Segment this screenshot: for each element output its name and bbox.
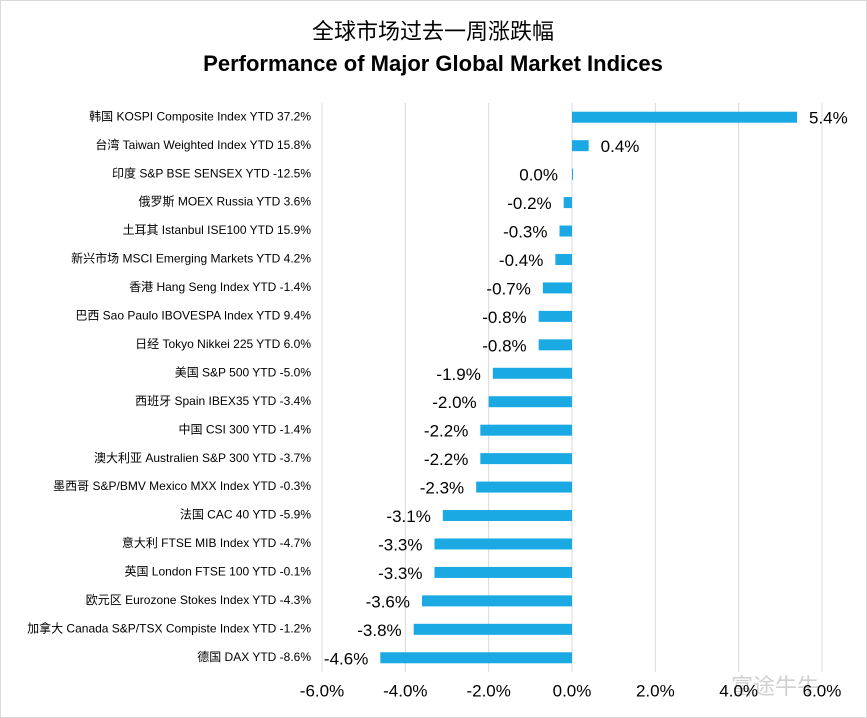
bar: [422, 595, 572, 607]
bar: [538, 339, 572, 351]
value-label: -3.1%: [386, 507, 430, 526]
y-tick-label: 韩国 KOSPI Composite Index YTD 37.2%: [89, 108, 311, 123]
y-tick-label: 新兴市场 MSCI Emerging Markets YTD 4.2%: [71, 251, 311, 266]
value-label: -2.3%: [420, 479, 464, 498]
chart-title: 全球市场过去一周涨跌幅: [312, 19, 554, 44]
value-label: -0.4%: [499, 251, 543, 270]
y-tick-label: 德国 DAX YTD -8.6%: [197, 649, 311, 664]
x-tick-label: 6.0%: [803, 681, 842, 700]
value-label: 0.4%: [601, 137, 640, 156]
value-label: -2.2%: [424, 422, 468, 441]
bar: [413, 623, 572, 635]
value-label: -0.8%: [482, 336, 526, 355]
value-label: -0.7%: [486, 279, 530, 298]
bar: [434, 538, 572, 550]
y-tick-label: 美国 S&P 500 YTD -5.0%: [175, 365, 312, 379]
x-tick-label: 2.0%: [636, 681, 675, 700]
y-tick-label: 台湾 Taiwan Weighted Index YTD 15.8%: [95, 137, 311, 152]
bar: [442, 510, 572, 522]
bar: [480, 424, 572, 436]
y-tick-label: 澳大利亚 Australien S&P 300 YTD -3.7%: [94, 451, 311, 465]
y-tick-label: 英国 London FTSE 100 YTD -0.1%: [124, 565, 311, 579]
chart-subtitle: Performance of Major Global Market Indic…: [203, 51, 663, 76]
bar: [542, 282, 572, 294]
x-tick-label: 0.0%: [553, 681, 592, 700]
y-tick-label: 印度 S&P BSE SENSEX YTD -12.5%: [112, 165, 311, 180]
watermark: 富途牛牛: [731, 674, 819, 699]
bar: [488, 396, 572, 408]
value-label: -0.2%: [507, 194, 551, 213]
y-tick-label: 土耳其 Istanbul ISE100 YTD 15.9%: [122, 223, 311, 237]
y-tick-label: 加拿大 Canada S&P/TSX Compiste Index YTD -1…: [27, 620, 311, 635]
x-tick-label: -6.0%: [300, 681, 344, 700]
bar: [572, 111, 797, 123]
value-label: 5.4%: [809, 109, 848, 128]
bar: [434, 566, 572, 578]
y-tick-label: 中国 CSI 300 YTD -1.4%: [179, 421, 312, 436]
bar: [492, 367, 572, 379]
bar: [563, 197, 572, 209]
x-tick-label: -4.0%: [383, 681, 427, 700]
value-label: -0.8%: [482, 308, 526, 327]
x-tick-label: 4.0%: [719, 681, 758, 700]
bar: [380, 652, 572, 664]
y-tick-label: 俄罗斯 MOEX Russia YTD 3.6%: [139, 195, 312, 209]
x-tick-label: -2.0%: [466, 681, 510, 700]
bar: [559, 225, 572, 237]
value-label: 0.0%: [519, 166, 558, 185]
y-tick-label: 西班牙 Spain IBEX35 YTD -3.4%: [135, 394, 311, 408]
value-label: -1.9%: [436, 365, 480, 384]
value-label: -0.3%: [503, 223, 547, 242]
y-tick-label: 香港 Hang Seng Index YTD -1.4%: [129, 280, 311, 294]
y-tick-label: 法国 CAC 40 YTD -5.9%: [180, 508, 311, 522]
value-label: -3.6%: [366, 592, 410, 611]
bar: [572, 140, 589, 152]
y-tick-label: 墨西哥 S&P/BMV Mexico MXX Index YTD -0.3%: [53, 479, 311, 493]
bar: [572, 168, 573, 180]
value-label: -3.3%: [378, 564, 422, 583]
value-label: -2.0%: [432, 393, 476, 412]
value-label: -4.6%: [324, 649, 368, 668]
bar: [476, 481, 572, 493]
y-tick-label: 意大利 FTSE MIB Index YTD -4.7%: [122, 535, 311, 550]
y-tick-label: 欧元区 Eurozone Stokes Index YTD -4.3%: [86, 593, 312, 607]
value-label: -3.3%: [378, 535, 422, 554]
bar: [480, 453, 572, 465]
y-tick-label: 日经 Tokyo Nikkei 225 YTD 6.0%: [135, 337, 311, 351]
y-tick-label: 巴西 Sao Paulo IBOVESPA Index YTD 9.4%: [75, 309, 311, 323]
bar: [538, 310, 572, 322]
value-label: -3.8%: [357, 621, 401, 640]
value-label: -2.2%: [424, 450, 468, 469]
bar: [555, 253, 572, 265]
